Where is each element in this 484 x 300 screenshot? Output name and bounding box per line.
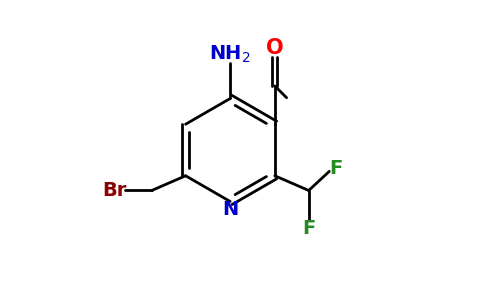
Text: F: F [329, 160, 342, 178]
Text: NH$_2$: NH$_2$ [210, 44, 251, 65]
Text: O: O [266, 38, 284, 58]
Text: Br: Br [103, 181, 127, 200]
Text: N: N [222, 200, 238, 219]
Text: F: F [302, 219, 316, 238]
